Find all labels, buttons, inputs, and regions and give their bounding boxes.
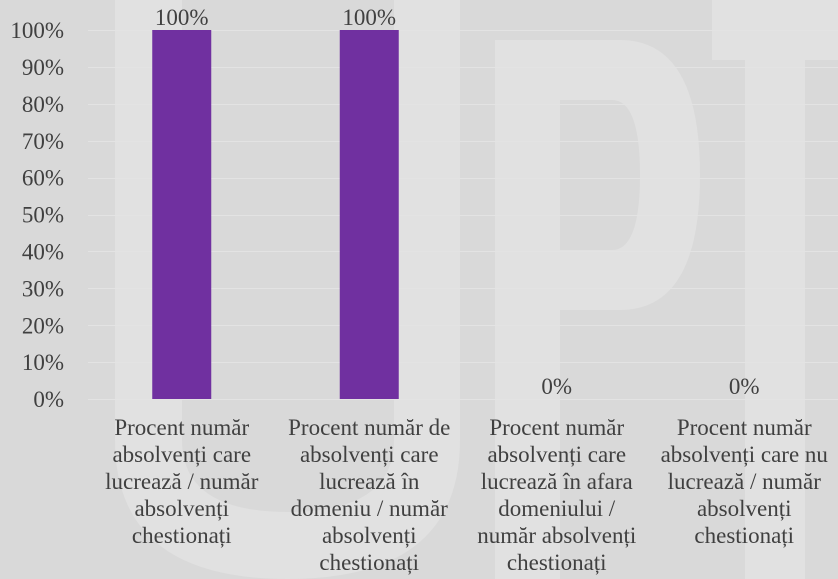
watermark-shape-u [115, 0, 460, 579]
x-tick-label: Procent număr absolvenți care lucrează î… [477, 415, 637, 575]
bar [152, 30, 212, 399]
data-label: 100% [342, 5, 396, 30]
x-tick-label: Procent număr de absolvenți care lucreaz… [288, 415, 451, 575]
data-labels: 100% 100% 0% 0% [155, 5, 760, 399]
y-tick-label: 100% [10, 18, 64, 43]
data-label: 100% [155, 5, 209, 30]
y-tick-label: 60% [22, 166, 64, 191]
y-tick-label: 20% [22, 313, 64, 338]
x-tick-label: Procent număr absolvenți care nu lucreaz… [660, 415, 828, 548]
data-label: 0% [541, 374, 572, 399]
y-tick-label: 80% [22, 92, 64, 117]
watermark-shape-p [495, 40, 700, 579]
y-axis: 0% 10% 20% 30% 40% 50% 60% 70% 80% 90% 100% [10, 18, 64, 412]
y-tick-label: 50% [22, 203, 64, 228]
y-tick-label: 30% [22, 276, 64, 301]
y-tick-label: 0% [33, 387, 64, 412]
watermark-shape-t [712, 0, 838, 579]
bars [152, 30, 399, 399]
data-label: 0% [729, 374, 760, 399]
x-tick-label: Procent număr absolvenți care lucrează /… [105, 415, 259, 548]
y-tick-label: 70% [22, 129, 64, 154]
watermark [115, 0, 838, 579]
y-tick-label: 10% [22, 350, 64, 375]
gridlines [88, 30, 838, 400]
y-tick-label: 90% [22, 55, 64, 80]
bar [339, 30, 399, 399]
y-tick-label: 40% [22, 239, 64, 264]
